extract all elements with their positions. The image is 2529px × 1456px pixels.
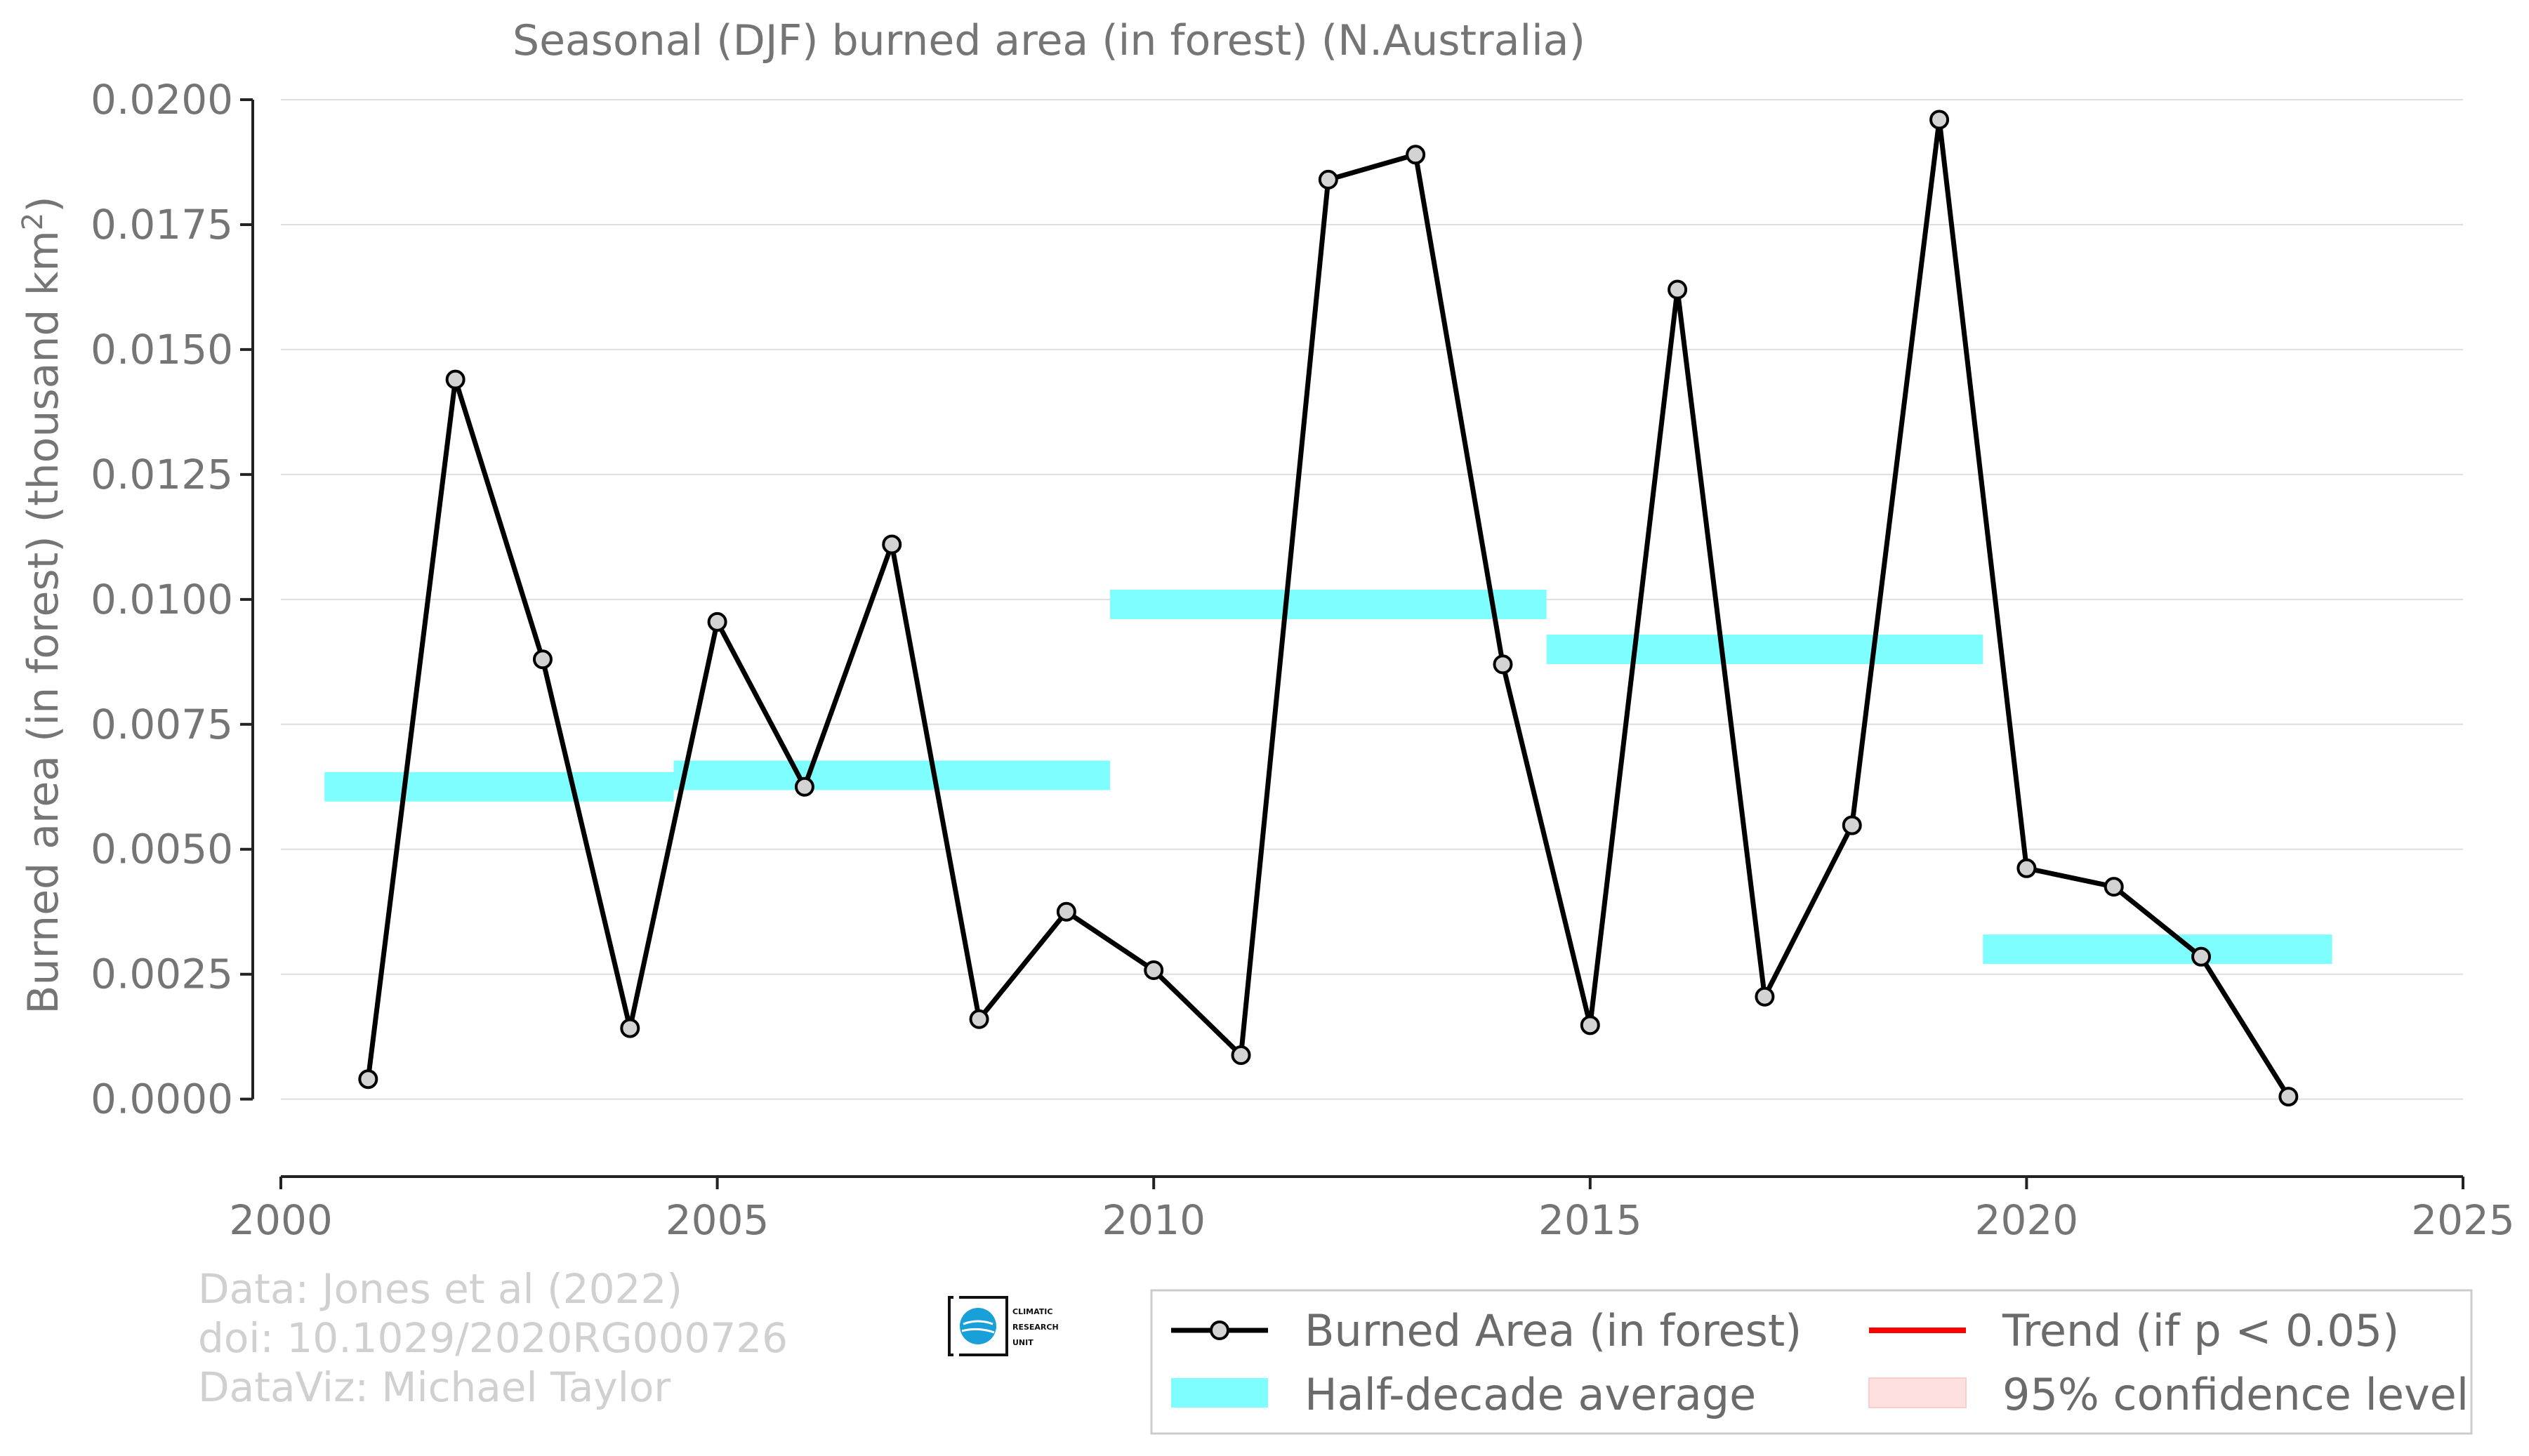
legend-label-confidence: 95% confidence level [2002, 1369, 2469, 1420]
y-tick-label: 0.0150 [91, 326, 233, 373]
legend: Burned Area (in forest) Trend (if p < 0.… [1150, 1289, 2473, 1435]
data-point [1493, 654, 1513, 675]
y-tick-label: 0.0000 [91, 1076, 233, 1123]
y-tick-label: 0.0075 [91, 701, 233, 748]
legend-swatch-confidence [1868, 1377, 1967, 1408]
burned-area-series [358, 110, 2299, 1107]
logo-globe-swoosh-icon [961, 1320, 995, 1334]
climatic-research-unit-logo: CLIMATIC RESEARCH UNIT [948, 1296, 1059, 1356]
data-point [969, 1009, 989, 1029]
data-point [1056, 901, 1076, 922]
legend-label-burned-area: Burned Area (in forest) [1305, 1305, 1802, 1356]
data-point [1144, 960, 1164, 981]
legend-swatch-half-decade [1171, 1378, 1268, 1408]
data-point [358, 1069, 378, 1090]
logo-text-line-1: CLIMATIC [1012, 1307, 1052, 1316]
y-tick-label: 0.0175 [91, 201, 233, 249]
half-decade-average-band [1983, 934, 2332, 965]
legend-label-trend: Trend (if p < 0.05) [2002, 1305, 2399, 1356]
x-tick-label: 2025 [2411, 1196, 2515, 1244]
data-point [794, 776, 814, 797]
logo-text-line-3: UNIT [1012, 1338, 1034, 1347]
data-point [1842, 815, 1862, 835]
y-tick-label: 0.0025 [91, 951, 233, 998]
data-point [532, 649, 553, 670]
logo-frame-gap [953, 1296, 959, 1356]
credit-doi: doi: 10.1029/2020RG000726 [198, 1314, 788, 1362]
data-point [1580, 1015, 1600, 1035]
x-tick-label: 2000 [229, 1196, 333, 1244]
y-axis-label: Burned area (in forest) (thousand km2) [17, 196, 68, 1014]
y-tick-label: 0.0125 [91, 451, 233, 498]
data-point [2016, 858, 2037, 878]
logo-text-line-2: RESEARCH [1012, 1323, 1059, 1332]
half-decade-average-band [1110, 589, 1547, 619]
x-tick-label: 2005 [666, 1196, 770, 1244]
y-tick-label: 0.0200 [91, 76, 233, 124]
data-point [1231, 1045, 1251, 1066]
data-point [1929, 110, 1950, 130]
logo-frame [948, 1296, 1008, 1356]
data-point [1755, 986, 1775, 1007]
half-decade-average-band [324, 772, 674, 802]
half-decade-average-band [673, 760, 1111, 790]
credit-data-source: Data: Jones et al (2022) [198, 1265, 682, 1313]
data-point [882, 534, 902, 555]
half-decade-average-band [1546, 635, 1983, 665]
legend-marker-burned-area [1210, 1321, 1229, 1340]
data-point [2104, 877, 2124, 897]
x-tick-label: 2020 [1975, 1196, 2079, 1244]
credits: Data: Jones et al (2022) doi: 10.1029/20… [198, 1265, 788, 1411]
y-tick-label: 0.0100 [91, 576, 233, 623]
data-point [2278, 1087, 2299, 1107]
data-point [1668, 279, 1688, 300]
data-point [620, 1018, 640, 1038]
chart-title: Seasonal (DJF) burned area (in forest) (… [513, 16, 1585, 65]
half-decade-average-bands [324, 589, 2332, 965]
x-tick-label: 2015 [1538, 1196, 1642, 1244]
legend-frame [1150, 1289, 2473, 1435]
credit-dataviz: DataViz: Michael Taylor [198, 1363, 671, 1411]
y-tick-label: 0.0050 [91, 826, 233, 873]
data-point [707, 611, 727, 632]
data-point [1318, 169, 1338, 190]
data-point [445, 369, 465, 390]
axes: 0.0000 0.0025 0.0050 0.0075 0.0100 0.0125 0.01… [91, 76, 2515, 1244]
data-point [1406, 145, 1426, 165]
data-point [2191, 946, 2212, 967]
legend-label-half-decade: Half-decade average [1305, 1369, 1756, 1420]
logo-globe-icon [960, 1308, 996, 1344]
x-tick-label: 2010 [1102, 1196, 1206, 1244]
